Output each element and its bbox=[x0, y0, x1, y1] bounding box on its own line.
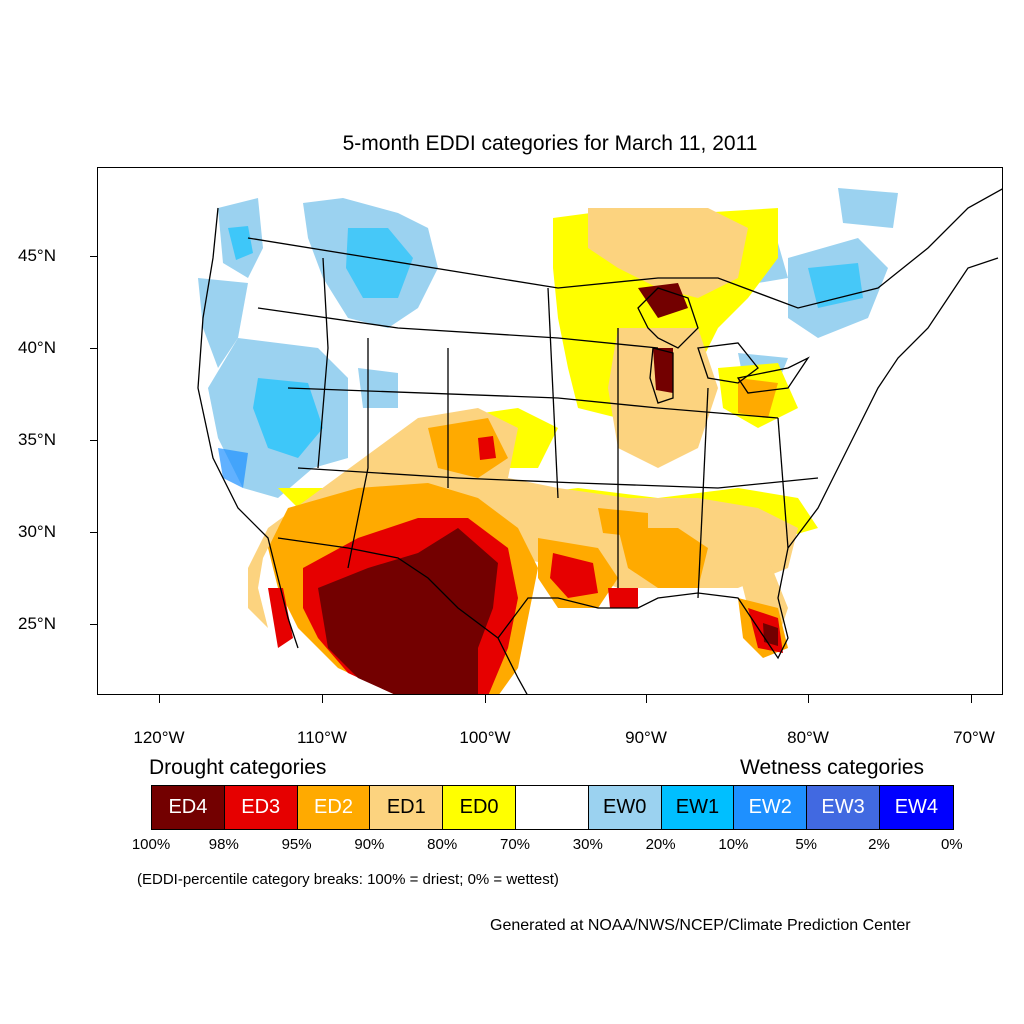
legend-note: (EDDI-percentile category breaks: 100% =… bbox=[137, 871, 559, 888]
lon-tick bbox=[322, 695, 323, 703]
lat-label: 30°N bbox=[18, 522, 56, 541]
lon-label: 110°W bbox=[297, 728, 347, 747]
legend-category-ed4: ED4 bbox=[152, 786, 225, 829]
legend-category-ed1: ED1 bbox=[370, 786, 444, 829]
lat-label: 40°N bbox=[18, 338, 56, 357]
lat-tick bbox=[90, 348, 97, 349]
legend-category-ed0: ED0 bbox=[443, 786, 516, 829]
credit-text: Generated at NOAA/NWS/NCEP/Climate Predi… bbox=[490, 917, 911, 934]
legend-break-label: 70% bbox=[499, 836, 531, 853]
legend-category-neutral bbox=[515, 786, 589, 829]
lon-tick bbox=[808, 695, 809, 703]
legend-break-label: 95% bbox=[281, 836, 312, 853]
lat-tick bbox=[90, 256, 97, 257]
legend-break-label: 0% bbox=[940, 836, 963, 853]
wetness-regions bbox=[198, 188, 898, 498]
lat-label: 25°N bbox=[18, 614, 56, 633]
legend-category-ew3: EW3 bbox=[807, 786, 880, 829]
legend-break-label: 5% bbox=[795, 836, 818, 853]
legend-break-label: 80% bbox=[427, 836, 458, 853]
map-panel bbox=[97, 167, 1003, 695]
lon-tick bbox=[159, 695, 160, 703]
lat-label: 35°N bbox=[18, 430, 56, 449]
lon-label: 90°W bbox=[625, 728, 667, 747]
drought-heading: Drought categories bbox=[149, 756, 327, 779]
legend-break-label: 90% bbox=[354, 836, 385, 853]
wetness-heading: Wetness categories bbox=[740, 756, 925, 779]
lon-label: 80°W bbox=[787, 728, 829, 747]
boundaries bbox=[197, 188, 1002, 694]
legend-category-ew0: EW0 bbox=[588, 786, 662, 829]
legend-break-label: 10% bbox=[718, 836, 749, 853]
legend-break-label: 100% bbox=[131, 836, 171, 853]
legend-break-label: 30% bbox=[572, 836, 603, 853]
lon-tick bbox=[646, 695, 647, 703]
legend-category-ed2: ED2 bbox=[297, 786, 371, 829]
legend-category-ed3: ED3 bbox=[224, 786, 298, 829]
legend-category-ew2: EW2 bbox=[734, 786, 808, 829]
legend-category-ew4: EW4 bbox=[879, 786, 953, 829]
lat-label: 45°N bbox=[18, 246, 56, 265]
lon-tick bbox=[971, 695, 972, 703]
legend-break-label: 2% bbox=[868, 836, 890, 853]
lat-tick bbox=[90, 440, 97, 441]
lat-tick bbox=[90, 624, 97, 625]
map-title: 5-month EDDI categories for March 11, 20… bbox=[342, 132, 758, 155]
category-legend: ED4 ED3 ED2 ED1 ED0 EW0 EW1 EW2 EW3 EW4 bbox=[151, 785, 954, 830]
legend-break-label: 20% bbox=[645, 836, 676, 853]
lon-label: 120°W bbox=[133, 728, 185, 747]
lon-tick bbox=[485, 695, 486, 703]
drought-regions bbox=[248, 208, 818, 694]
lon-label: 70°W bbox=[953, 728, 995, 747]
lat-tick bbox=[90, 532, 97, 533]
lon-label: 100°W bbox=[459, 728, 511, 747]
legend-break-label: 98% bbox=[208, 836, 239, 853]
eddi-map bbox=[197, 188, 1002, 694]
legend-category-ew1: EW1 bbox=[661, 786, 735, 829]
